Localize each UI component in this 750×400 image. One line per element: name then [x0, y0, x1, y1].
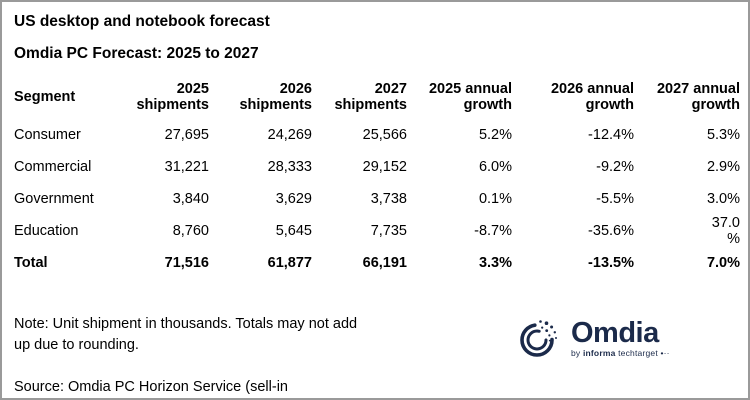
segment-cell: Consumer: [14, 127, 81, 143]
column-header: 2027 shipments: [334, 81, 407, 113]
omdia-wordmark: Omdia: [571, 316, 659, 349]
value-cell: 7,735: [370, 223, 407, 239]
value-cell: 2.9%: [706, 159, 740, 175]
segment-cell: Total: [14, 255, 48, 271]
figure-subtitle: Omdia PC Forecast: 2025 to 2027: [14, 45, 259, 62]
column-header: 2026 shipments: [239, 81, 312, 113]
value-cell: 6.0%: [478, 159, 512, 175]
segment-cell: Education: [14, 223, 79, 239]
value-cell: 3,840: [172, 191, 209, 207]
value-cell: -5.5%: [596, 191, 634, 207]
value-cell: 3.0%: [706, 191, 740, 207]
value-cell: -13.5%: [588, 255, 634, 271]
tagline-dots: •··: [660, 347, 670, 358]
table-header-row: Segment 2025 shipments 2026 shipments 2027 …: [14, 75, 740, 119]
value-cell: 7.0%: [706, 255, 740, 271]
column-header: 2025 shipments: [136, 81, 209, 113]
table-row: Commercial 31,221 28,333 29,152 6.0% -9.2% 2.9…: [14, 151, 740, 183]
value-cell: 5,645: [275, 223, 312, 239]
value-cell: 5.2%: [478, 127, 512, 143]
value-cell: 8,760: [172, 223, 209, 239]
value-cell: 3,738: [370, 191, 407, 207]
value-cell: 66,191: [362, 255, 407, 271]
figure-footer: Note: Unit shipment in thousands. Totals…: [14, 293, 738, 398]
value-cell: -35.6%: [588, 223, 634, 239]
table-row: Consumer 27,695 24,269 25,566 5.2% -12.4% 5.3%: [14, 119, 740, 151]
notes-block: Note: Unit shipment in thousands. Totals…: [14, 293, 466, 398]
value-cell: 25,566: [362, 127, 407, 143]
value-cell: 24,269: [267, 127, 312, 143]
omdia-tagline: by informa techtarget •··: [571, 347, 670, 358]
value-cell: 31,221: [164, 159, 209, 175]
omdia-logo-text: Omdia by informa techtarget •··: [571, 316, 670, 358]
value-cell: -9.2%: [596, 159, 634, 175]
source-text: Source: Omdia PC Horizon Service (sell-i…: [14, 379, 288, 395]
value-cell: 27,695: [164, 127, 209, 143]
omdia-logo-icon: [518, 313, 564, 364]
segment-cell: Commercial: [14, 159, 92, 175]
value-cell: -12.4%: [588, 127, 634, 143]
value-cell: 3.3%: [478, 255, 512, 271]
figure-title: US desktop and notebook forecast: [14, 13, 270, 30]
value-cell: 5.3%: [706, 127, 740, 143]
column-header: 2025 annual growth: [428, 81, 512, 113]
column-header: 2026 annual growth: [550, 81, 634, 113]
value-cell: 0.1%: [478, 191, 512, 207]
table-body: Consumer 27,695 24,269 25,566 5.2% -12.4% 5.3%…: [14, 119, 740, 279]
segment-cell: Government: [14, 191, 94, 207]
value-cell: 29,152: [362, 159, 407, 175]
omdia-logo: Omdia by informa techtarget •··: [518, 313, 670, 364]
table-row: Total 71,516 61,877 66,191 3.3% -13.5% 7.0%: [14, 247, 740, 279]
value-cell: 28,333: [267, 159, 312, 175]
column-header: Segment: [14, 89, 76, 105]
table-row: Education 8,760 5,645 7,735 -8.7% -35.6% 37.0 …: [14, 215, 740, 247]
value-cell: 3,629: [275, 191, 312, 207]
note-text: Note: Unit shipment in thousands. Totals…: [14, 316, 358, 353]
value-cell: 61,877: [267, 255, 312, 271]
value-cell: 71,516: [164, 255, 209, 271]
table-row: Government 3,840 3,629 3,738 0.1% -5.5% 3.0%: [14, 183, 740, 215]
forecast-table: Segment 2025 shipments 2026 shipments 2027 …: [14, 75, 740, 279]
value-cell: 37.0 %: [711, 215, 740, 247]
value-cell: -8.7%: [474, 223, 512, 239]
column-header: 2027 annual growth: [656, 81, 740, 113]
